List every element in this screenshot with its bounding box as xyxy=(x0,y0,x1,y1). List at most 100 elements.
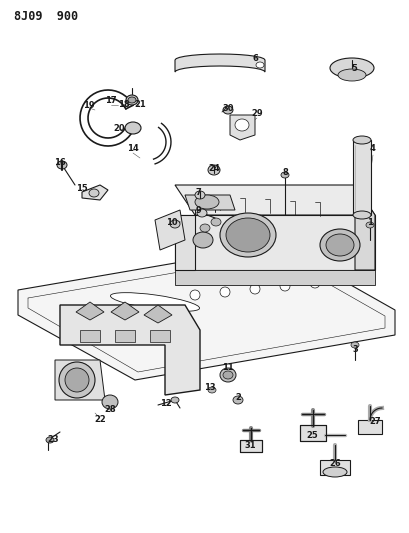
Polygon shape xyxy=(144,305,172,323)
Ellipse shape xyxy=(220,213,275,257)
Polygon shape xyxy=(175,185,374,215)
Ellipse shape xyxy=(128,97,136,103)
Ellipse shape xyxy=(189,290,200,300)
Text: 2: 2 xyxy=(234,393,240,402)
Ellipse shape xyxy=(89,189,99,197)
Ellipse shape xyxy=(322,467,346,477)
Polygon shape xyxy=(184,195,234,210)
Text: 17: 17 xyxy=(105,95,117,104)
Ellipse shape xyxy=(279,281,289,291)
Ellipse shape xyxy=(195,191,204,199)
Ellipse shape xyxy=(207,165,220,175)
Ellipse shape xyxy=(46,437,54,443)
Ellipse shape xyxy=(59,362,95,398)
Text: 21: 21 xyxy=(134,100,146,109)
Text: 23: 23 xyxy=(47,435,58,445)
Ellipse shape xyxy=(195,195,218,209)
Bar xyxy=(299,425,325,441)
Text: 10: 10 xyxy=(166,217,178,227)
Text: 25: 25 xyxy=(306,431,317,440)
Ellipse shape xyxy=(249,284,259,294)
Ellipse shape xyxy=(126,95,138,105)
Bar xyxy=(239,440,261,452)
Polygon shape xyxy=(175,270,374,285)
Ellipse shape xyxy=(170,220,180,228)
Ellipse shape xyxy=(329,58,373,78)
Text: 13: 13 xyxy=(204,384,215,392)
Ellipse shape xyxy=(220,368,236,382)
Polygon shape xyxy=(155,210,184,250)
Polygon shape xyxy=(82,185,108,200)
Ellipse shape xyxy=(352,136,370,144)
Ellipse shape xyxy=(200,224,209,232)
Bar xyxy=(115,330,135,342)
Bar xyxy=(239,440,261,452)
Polygon shape xyxy=(175,215,195,270)
Ellipse shape xyxy=(225,218,270,252)
Text: 8: 8 xyxy=(281,167,287,176)
Text: 5: 5 xyxy=(350,63,356,72)
Ellipse shape xyxy=(352,211,370,219)
Text: 16: 16 xyxy=(54,157,66,166)
Text: 22: 22 xyxy=(94,416,106,424)
Text: 27: 27 xyxy=(368,417,380,426)
Polygon shape xyxy=(76,302,104,320)
Text: 9: 9 xyxy=(196,206,201,214)
Text: 14: 14 xyxy=(127,143,139,152)
Text: 26: 26 xyxy=(328,459,340,469)
Ellipse shape xyxy=(171,397,179,403)
Text: 20: 20 xyxy=(113,124,124,133)
Text: 3: 3 xyxy=(351,345,357,354)
Text: 8J09  900: 8J09 900 xyxy=(14,10,78,23)
Bar xyxy=(357,420,381,434)
Ellipse shape xyxy=(222,371,232,379)
Text: 31: 31 xyxy=(244,440,255,449)
Ellipse shape xyxy=(110,293,199,311)
Text: 15: 15 xyxy=(76,183,88,192)
Text: 24: 24 xyxy=(208,164,219,173)
Polygon shape xyxy=(175,215,374,270)
Text: 4: 4 xyxy=(369,143,375,152)
Bar xyxy=(319,460,349,475)
Ellipse shape xyxy=(196,209,207,217)
Ellipse shape xyxy=(234,119,248,131)
Bar xyxy=(352,140,370,215)
Ellipse shape xyxy=(207,387,216,393)
Ellipse shape xyxy=(255,62,263,68)
Polygon shape xyxy=(111,302,139,320)
Text: 11: 11 xyxy=(222,364,233,373)
Polygon shape xyxy=(354,185,374,270)
Ellipse shape xyxy=(280,172,288,178)
Ellipse shape xyxy=(337,69,365,81)
Ellipse shape xyxy=(57,161,67,169)
Polygon shape xyxy=(175,54,264,72)
Text: 7: 7 xyxy=(195,188,200,197)
Text: 30: 30 xyxy=(222,103,233,112)
Ellipse shape xyxy=(365,222,373,228)
Polygon shape xyxy=(60,305,200,395)
Text: 19: 19 xyxy=(83,101,94,109)
Bar xyxy=(150,330,170,342)
Ellipse shape xyxy=(211,218,220,226)
Ellipse shape xyxy=(102,395,118,409)
Text: 18: 18 xyxy=(118,100,130,109)
Polygon shape xyxy=(55,360,105,400)
Ellipse shape xyxy=(193,232,213,248)
Polygon shape xyxy=(229,115,254,140)
Ellipse shape xyxy=(220,287,229,297)
Polygon shape xyxy=(18,245,394,380)
Ellipse shape xyxy=(325,234,353,256)
Text: 28: 28 xyxy=(104,406,115,415)
Ellipse shape xyxy=(309,278,319,288)
Ellipse shape xyxy=(232,396,243,404)
Text: 6: 6 xyxy=(252,53,257,62)
Text: 1: 1 xyxy=(366,217,372,227)
Ellipse shape xyxy=(319,229,359,261)
Text: 12: 12 xyxy=(160,399,171,408)
Ellipse shape xyxy=(65,368,89,392)
Bar xyxy=(80,330,100,342)
Bar xyxy=(299,425,325,441)
Ellipse shape xyxy=(125,122,141,134)
Text: 29: 29 xyxy=(251,109,262,117)
Ellipse shape xyxy=(350,342,358,348)
